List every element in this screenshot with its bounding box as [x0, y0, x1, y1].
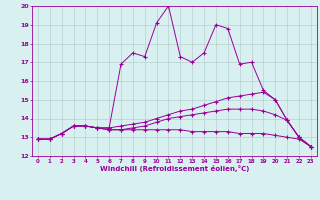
- X-axis label: Windchill (Refroidissement éolien,°C): Windchill (Refroidissement éolien,°C): [100, 165, 249, 172]
